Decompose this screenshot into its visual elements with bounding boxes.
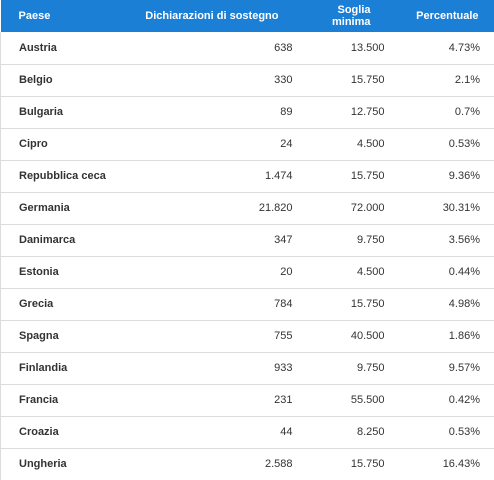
country-cell: Bulgaria [0, 96, 121, 129]
country-cell: Finlandia [0, 352, 121, 385]
value-cell: 0.7% [392, 96, 494, 129]
country-cell: Danimarca [0, 224, 121, 257]
table-row: Estonia 20 4.500 0.44% [0, 256, 494, 289]
table-row: Francia 231 55.500 0.42% [0, 384, 494, 417]
value-cell: 1.474 [120, 160, 301, 193]
value-cell: 24 [120, 128, 301, 161]
value-cell: 638 [120, 32, 301, 65]
table-row: Spagna 755 40.500 1.86% [0, 320, 494, 353]
value-cell: 13.500 [300, 32, 393, 65]
value-cell: 40.500 [300, 320, 393, 353]
column-header: Paese [0, 0, 121, 32]
table-row: Croazia 44 8.250 0.53% [0, 416, 494, 449]
value-cell: 2.1% [392, 64, 494, 97]
value-cell: 1.86% [392, 320, 494, 353]
country-cell: Grecia [0, 288, 121, 321]
table-row: Finlandia 933 9.750 9.57% [0, 352, 494, 385]
value-cell: 0.53% [392, 128, 494, 161]
value-cell: 55.500 [300, 384, 393, 417]
table-row: Belgio 330 15.750 2.1% [0, 64, 494, 97]
country-cell: Belgio [0, 64, 121, 97]
value-cell: 9.36% [392, 160, 494, 193]
value-cell: 755 [120, 320, 301, 353]
value-cell: 4.98% [392, 288, 494, 321]
table-row: Danimarca 347 9.750 3.56% [0, 224, 494, 257]
value-cell: 15.750 [300, 64, 393, 97]
header-row: Paese Dichiarazioni di sostegno Soglia min… [0, 0, 494, 32]
country-cell: Austria [0, 32, 121, 65]
table-row: Ungheria 2.588 15.750 16.43% [0, 448, 494, 480]
value-cell: 15.750 [300, 448, 393, 480]
table-row: Repubblica ceca 1.474 15.750 9.36% [0, 160, 494, 193]
table-row: Cipro 24 4.500 0.53% [0, 128, 494, 161]
value-cell: 15.750 [300, 160, 393, 193]
table-row: Austria 638 13.500 4.73% [0, 32, 494, 65]
table-body: Austria 638 13.500 4.73% Belgio 330 15.750 2.1%… [0, 32, 494, 480]
column-header: Soglia minima [300, 0, 393, 32]
value-cell: 347 [120, 224, 301, 257]
country-cell: Ungheria [0, 448, 121, 480]
value-cell: 8.250 [300, 416, 393, 449]
value-cell: 4.500 [300, 256, 393, 289]
table-row: Germania 21.820 72.000 30.31% [0, 192, 494, 225]
country-cell: Cipro [0, 128, 121, 161]
value-cell: 44 [120, 416, 301, 449]
value-cell: 30.31% [392, 192, 494, 225]
value-cell: 2.588 [120, 448, 301, 480]
column-header: Percentuale [392, 0, 494, 32]
value-cell: 89 [120, 96, 301, 129]
country-cell: Germania [0, 192, 121, 225]
value-cell: 12.750 [300, 96, 393, 129]
country-cell: Croazia [0, 416, 121, 449]
value-cell: 0.53% [392, 416, 494, 449]
value-cell: 16.43% [392, 448, 494, 480]
value-cell: 4.73% [392, 32, 494, 65]
value-cell: 9.750 [300, 352, 393, 385]
table-row: Grecia 784 15.750 4.98% [0, 288, 494, 321]
value-cell: 3.56% [392, 224, 494, 257]
value-cell: 0.42% [392, 384, 494, 417]
value-cell: 0.44% [392, 256, 494, 289]
country-cell: Spagna [0, 320, 121, 353]
country-cell: Francia [0, 384, 121, 417]
table-row: Bulgaria 89 12.750 0.7% [0, 96, 494, 129]
value-cell: 15.750 [300, 288, 393, 321]
value-cell: 21.820 [120, 192, 301, 225]
value-cell: 784 [120, 288, 301, 321]
value-cell: 4.500 [300, 128, 393, 161]
value-cell: 20 [120, 256, 301, 289]
value-cell: 933 [120, 352, 301, 385]
value-cell: 72.000 [300, 192, 393, 225]
column-header: Dichiarazioni di sostegno [120, 0, 301, 32]
value-cell: 9.57% [392, 352, 494, 385]
country-cell: Estonia [0, 256, 121, 289]
value-cell: 9.750 [300, 224, 393, 257]
value-cell: 231 [120, 384, 301, 417]
value-cell: 330 [120, 64, 301, 97]
country-cell: Repubblica ceca [0, 160, 121, 193]
